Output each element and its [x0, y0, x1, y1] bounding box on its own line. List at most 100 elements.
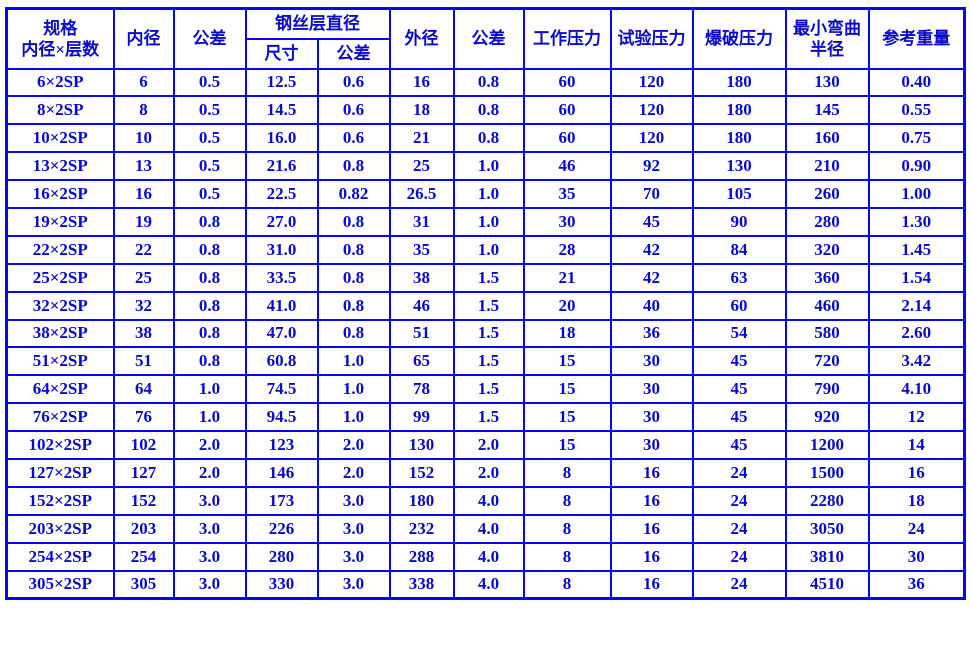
cell: 0.8: [452, 67, 525, 98]
cell: 15: [522, 346, 612, 377]
cell: 27.0: [244, 206, 319, 237]
cell: 16: [609, 569, 694, 600]
cell: 0.8: [172, 262, 247, 293]
cell: 90: [691, 206, 787, 237]
cell: 2.14: [867, 290, 966, 321]
cell: 16: [112, 179, 175, 209]
cell: 45: [691, 346, 787, 377]
cell: 3.42: [867, 346, 966, 377]
cell: 22.5: [244, 179, 319, 209]
cell: 42: [609, 262, 694, 293]
cell: 18: [867, 485, 966, 516]
cell: 16: [609, 485, 694, 516]
table-header: 规格 内径×层数 内径 公差 钢丝层直径 外径 公差 工作压力 试验压力 爆破压…: [5, 7, 966, 70]
cell: 84: [691, 234, 787, 265]
cell: 38×2SP: [5, 318, 115, 349]
cell: 2.0: [316, 430, 391, 460]
cell: 0.75: [867, 123, 966, 154]
cell: 4.0: [452, 513, 525, 544]
cell: 25×2SP: [5, 262, 115, 293]
cell: 920: [784, 402, 870, 433]
cell: 180: [691, 95, 787, 126]
cell: 1.5: [452, 290, 525, 321]
cell: 790: [784, 374, 870, 405]
cell: 24: [691, 485, 787, 516]
cell: 8: [522, 457, 612, 488]
header-burst-pressure: 爆破压力: [691, 7, 787, 70]
cell: 180: [691, 67, 787, 98]
cell: 180: [691, 123, 787, 154]
cell: 51×2SP: [5, 346, 115, 377]
cell: 1500: [784, 457, 870, 488]
cell: 1.0: [452, 234, 525, 265]
cell: 305: [112, 569, 175, 600]
cell: 24: [691, 541, 787, 572]
cell: 10×2SP: [5, 123, 115, 154]
cell: 160: [784, 123, 870, 154]
cell: 280: [784, 206, 870, 237]
cell: 1.5: [452, 402, 525, 433]
cell: 152: [388, 457, 455, 488]
cell: 0.8: [452, 95, 525, 126]
cell: 45: [609, 206, 694, 237]
cell: 4.10: [867, 374, 966, 405]
cell: 0.8: [172, 346, 247, 377]
cell: 16: [609, 457, 694, 488]
cell: 30: [867, 541, 966, 572]
cell: 0.8: [452, 123, 525, 154]
cell: 1.0: [452, 179, 525, 209]
cell: 1.5: [452, 374, 525, 405]
cell: 0.6: [316, 95, 391, 126]
cell: 46: [522, 151, 612, 182]
cell: 3.0: [172, 485, 247, 516]
cell: 12.5: [244, 67, 319, 98]
table-row: 10×2SP 10 0.5 16.0 0.6 21 0.8 60 120 180 160 0.75: [5, 123, 966, 154]
cell: 31: [388, 206, 455, 237]
cell: 720: [784, 346, 870, 377]
cell: 15: [522, 402, 612, 433]
cell: 54: [691, 318, 787, 349]
cell: 16×2SP: [5, 179, 115, 209]
cell: 145: [784, 95, 870, 126]
cell: 26.5: [388, 179, 455, 209]
cell: 14.5: [244, 95, 319, 126]
cell: 1.45: [867, 234, 966, 265]
cell: 60: [522, 95, 612, 126]
cell: 2.0: [452, 430, 525, 460]
cell: 203: [112, 513, 175, 544]
header-test-pressure: 试验压力: [609, 7, 694, 70]
cell: 10: [112, 123, 175, 154]
cell: 0.8: [316, 206, 391, 237]
cell: 16: [867, 457, 966, 488]
cell: 3810: [784, 541, 870, 572]
cell: 0.8: [172, 206, 247, 237]
cell: 330: [244, 569, 319, 600]
table-row: 254×2SP 254 3.0 280 3.0 288 4.0 8 16 24 3810 30: [5, 541, 966, 572]
header-spec-line2: 内径×层数: [21, 39, 100, 59]
table-row: 22×2SP 22 0.8 31.0 0.8 35 1.0 28 42 84 320 1.45: [5, 234, 966, 265]
header-spec-line1: 规格: [43, 18, 78, 38]
cell: 0.5: [172, 151, 247, 182]
cell: 45: [691, 374, 787, 405]
cell: 60: [522, 67, 612, 98]
cell: 13: [112, 151, 175, 182]
cell: 1.5: [452, 346, 525, 377]
header-wire-layer-diameter: 钢丝层直径: [244, 7, 391, 40]
cell: 16.0: [244, 123, 319, 154]
cell: 18: [388, 95, 455, 126]
cell: 38: [112, 318, 175, 349]
table-row: 102×2SP 102 2.0 123 2.0 130 2.0 15 30 45 1200 14: [5, 430, 966, 460]
table-row: 64×2SP 64 1.0 74.5 1.0 78 1.5 15 30 45 790 4.10: [5, 374, 966, 405]
cell: 1.0: [316, 402, 391, 433]
cell: 35: [388, 234, 455, 265]
cell: 1.5: [452, 318, 525, 349]
cell: 1.5: [452, 262, 525, 293]
cell: 21: [522, 262, 612, 293]
table-row: 32×2SP 32 0.8 41.0 0.8 46 1.5 20 40 60 460 2.14: [5, 290, 966, 321]
cell: 2.0: [172, 430, 247, 460]
cell: 1.0: [172, 374, 247, 405]
cell: 2.0: [316, 457, 391, 488]
table-row: 76×2SP 76 1.0 94.5 1.0 99 1.5 15 30 45 920 12: [5, 402, 966, 433]
cell: 92: [609, 151, 694, 182]
cell: 13×2SP: [5, 151, 115, 182]
